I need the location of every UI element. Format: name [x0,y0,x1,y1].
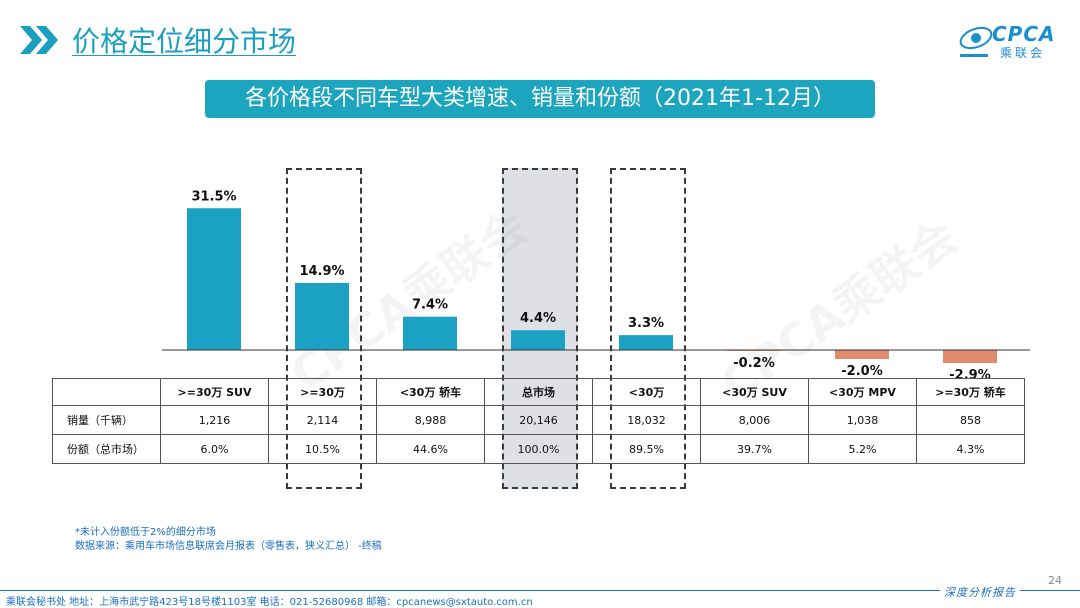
chart-banner-title: 各价格段不同车型大类增速、销量和份额（2021年1-12月） [205,80,875,118]
footer-contact: 乘联会秘书处 地址：上海市武宁路423号18号楼1103室 电话：021-526… [6,597,533,608]
column-header: >=30万 SUV [160,378,269,406]
bar-4 [619,335,673,350]
table-cell: 2,114 [268,405,377,435]
table-header-row: >=30万 SUV >=30万 <30万 轿车 总市场 <30万 <30万 SU… [52,378,1025,406]
table-cell: 6.0% [160,434,269,464]
table-cell: 5.2% [808,434,917,464]
footnotes: *未计入份额低于2%的细分市场 数据来源：乘用车市场信息联席会月报表（零售表，狭… [75,526,382,554]
bar-value-label-5: -0.2% [733,356,774,371]
row-label: 份额（总市场） [52,434,161,464]
column-header: >=30万 [268,378,377,406]
table-cell: 39.7% [700,434,809,464]
table-row: 份额（总市场） 6.0% 10.5% 44.6% 100.0% 89.5% 39… [52,434,1025,464]
growth-bar-chart: 31.5% 14.9% 7.4% 4.4% 3.3% -0.2% -2.0% -2.9% [162,189,1030,380]
column-header: <30万 [592,378,701,406]
bar-value-label-2: 7.4% [412,298,448,313]
highlight-box-gte30 [286,168,362,489]
bar-value-label-4: 3.3% [628,316,664,331]
column-header: <30万 SUV [700,378,809,406]
page-number: 24 [1048,574,1062,587]
table-corner-cell [52,378,161,406]
footnote-1: *未计入份额低于2%的细分市场 [75,527,216,538]
data-table: >=30万 SUV >=30万 <30万 轿车 总市场 <30万 <30万 SU… [52,378,1025,464]
bar-value-label-0: 31.5% [191,189,236,204]
page-title: 价格定位细分市场 [72,25,297,58]
table-cell: 1,038 [808,405,917,435]
bar-value-label-6: -2.0% [841,364,882,379]
highlight-box-lt30 [610,168,686,489]
table-row: 销量（千辆） 1,216 2,114 8,988 20,146 18,032 8… [52,405,1025,435]
bar-3 [511,330,565,350]
column-header: <30万 MPV [808,378,917,406]
table-cell: 18,032 [592,405,701,435]
column-header: 总市场 [484,378,593,406]
report-label: 深度分析报告 [940,584,1020,600]
bar-0 [187,208,241,350]
bar-value-label-3: 4.4% [520,311,556,326]
table-cell: 10.5% [268,434,377,464]
cpca-logo-icon [959,26,993,57]
bar-1 [295,282,349,350]
table-cell: 8,988 [376,405,485,435]
column-header: <30万 轿车 [376,378,485,406]
table-cell: 20,146 [484,405,593,435]
logo-text: CPCA [992,22,1056,46]
bar-6 [835,350,889,359]
bar-7 [943,350,997,364]
table-cell: 4.3% [916,434,1025,464]
chevron-arrows-icon [20,26,58,54]
table-cell: 100.0% [484,434,593,464]
bar-2 [403,316,457,350]
row-label: 销量（千辆） [52,405,161,435]
table-cell: 44.6% [376,434,485,464]
logo-subtext: 乘联会 [1000,46,1046,60]
footer-divider [0,590,1080,591]
table-cell: 1,216 [160,405,269,435]
column-header: >=30万 轿车 [916,378,1025,406]
bar-value-label-1: 14.9% [299,264,344,279]
table-cell: 8,006 [700,405,809,435]
footnote-2: 数据来源：乘用车市场信息联席会月报表（零售表，狭义汇总） -终稿 [75,541,382,552]
bar-value-label-7: -2.9% [949,368,990,380]
table-cell: 858 [916,405,1025,435]
table-cell: 89.5% [592,434,701,464]
